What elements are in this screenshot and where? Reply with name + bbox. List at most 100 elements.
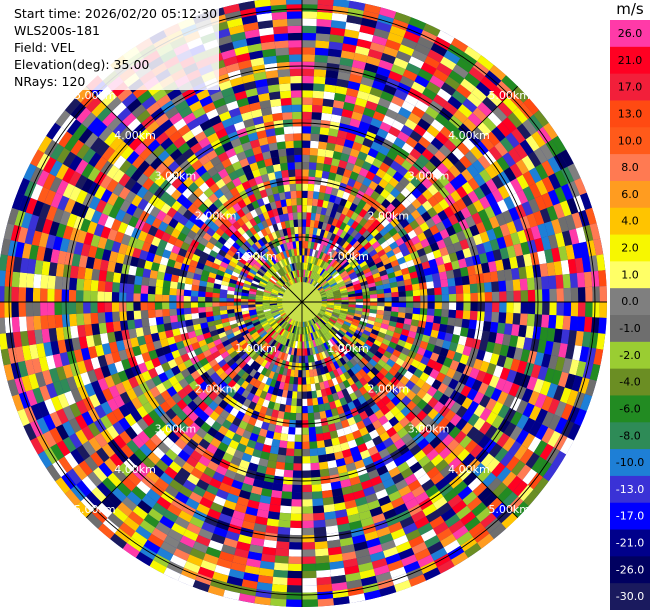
velocity-gate [137, 230, 148, 242]
velocity-gate [394, 580, 412, 593]
velocity-gate [317, 396, 324, 405]
velocity-gate [206, 281, 215, 288]
velocity-gate [352, 344, 361, 353]
velocity-gate [479, 196, 491, 210]
velocity-gate [355, 45, 370, 56]
velocity-gate [345, 22, 361, 32]
velocity-gate [293, 463, 302, 471]
velocity-gate [266, 460, 277, 469]
velocity-gate [360, 280, 368, 287]
velocity-gate [404, 284, 413, 292]
velocity-gate [503, 196, 516, 210]
velocity-gate [318, 329, 324, 337]
velocity-gate [328, 41, 343, 51]
velocity-gate [554, 170, 568, 187]
velocity-gate [535, 408, 548, 425]
velocity-gate [537, 366, 549, 381]
colorbar-label: -8.0 [619, 429, 640, 442]
velocity-gate [366, 370, 376, 380]
velocity-gate [294, 154, 302, 163]
velocity-gate [59, 352, 70, 367]
velocity-gate [280, 433, 289, 442]
velocity-gate [174, 372, 185, 383]
velocity-gate [471, 379, 483, 392]
velocity-gate [374, 184, 385, 195]
velocity-gate [404, 497, 419, 510]
velocity-gate [326, 247, 333, 256]
velocity-gate [163, 535, 180, 549]
velocity-gate [286, 4, 302, 12]
velocity-gate [389, 281, 398, 288]
velocity-gate [70, 325, 79, 339]
velocity-gate [272, 323, 280, 330]
velocity-gate [529, 405, 542, 421]
velocity-gate [73, 374, 85, 389]
velocity-gate [323, 246, 330, 254]
velocity-gate [65, 489, 81, 507]
velocity-gate [200, 559, 217, 572]
velocity-gate [314, 213, 321, 222]
velocity-gate [388, 367, 398, 377]
velocity-gate [458, 335, 467, 346]
velocity-gate [496, 507, 513, 524]
velocity-gate [309, 147, 319, 156]
velocity-gate [250, 360, 258, 369]
velocity-gate [289, 219, 295, 228]
velocity-gate [334, 303, 342, 307]
velocity-gate [306, 341, 310, 349]
velocity-gate [344, 94, 357, 105]
velocity-gate [209, 372, 220, 382]
velocity-gate [517, 360, 528, 375]
velocity-gate [371, 219, 381, 229]
velocity-gate [541, 192, 554, 209]
colorbar-label: 17.0 [618, 81, 643, 94]
velocity-gate [431, 379, 442, 390]
velocity-gate [354, 371, 363, 381]
velocity-gate [392, 232, 402, 242]
velocity-gate [102, 388, 114, 402]
velocity-gate [269, 267, 276, 275]
velocity-gate [364, 439, 376, 450]
velocity-gate [233, 365, 242, 374]
velocity-gate [75, 414, 88, 430]
velocity-gate [75, 174, 88, 190]
velocity-gate [178, 106, 193, 119]
velocity-gate [342, 275, 350, 281]
velocity-gate [198, 455, 211, 467]
velocity-gate [359, 320, 367, 327]
velocity-gate [324, 84, 337, 93]
velocity-gate [345, 572, 361, 582]
velocity-gate [503, 167, 517, 182]
velocity-gate [448, 134, 462, 148]
velocity-gate [380, 502, 394, 514]
velocity-gate [209, 346, 219, 355]
velocity-gate [397, 131, 410, 143]
velocity-gate [494, 447, 509, 463]
velocity-gate [174, 438, 187, 450]
velocity-gate [148, 244, 158, 255]
velocity-gate [262, 114, 274, 123]
velocity-gate [527, 302, 536, 315]
velocity-gate [344, 243, 353, 252]
velocity-gate [352, 251, 361, 260]
velocity-gate [406, 390, 417, 401]
velocity-gate [523, 227, 535, 242]
velocity-gate [247, 132, 259, 142]
velocity-gate [394, 88, 408, 101]
velocity-gate [207, 508, 221, 520]
velocity-gate [526, 313, 535, 327]
velocity-gate [545, 447, 560, 465]
velocity-gate [467, 328, 476, 339]
velocity-gate [516, 414, 529, 430]
velocity-gate [87, 346, 98, 359]
velocity-gate [94, 432, 108, 448]
velocity-gate [262, 151, 272, 160]
velocity-gate [302, 542, 315, 550]
velocity-gate [11, 271, 21, 288]
colorbar-label: 0.0 [621, 295, 639, 308]
velocity-gate [313, 331, 319, 339]
velocity-gate [32, 387, 45, 404]
velocity-gate [293, 348, 298, 356]
velocity-gate [318, 403, 326, 412]
velocity-gate [187, 265, 197, 274]
